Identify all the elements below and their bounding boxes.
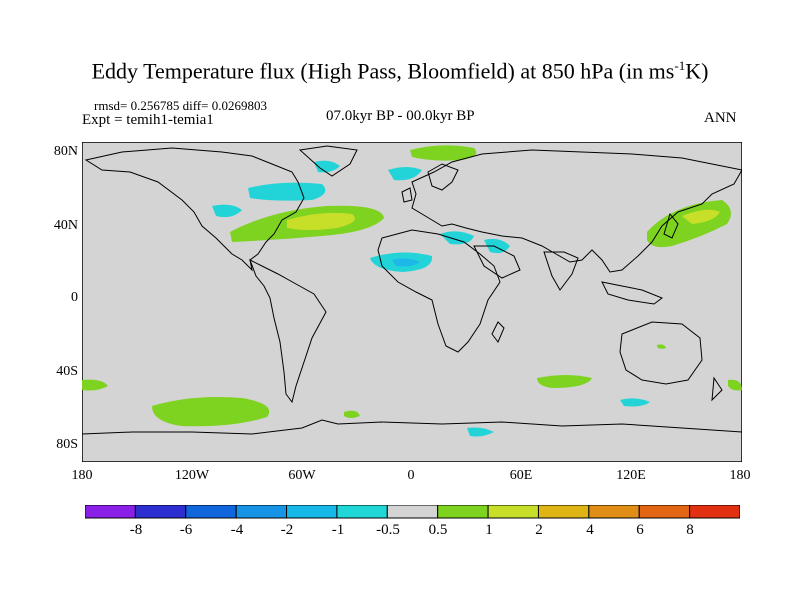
negative-region-west-america bbox=[212, 204, 242, 218]
colorbar-cell bbox=[689, 505, 740, 519]
positive-region-south-pacific bbox=[152, 397, 270, 427]
colorbar-label: -1 bbox=[331, 522, 345, 538]
x-tick-180w: 180 bbox=[71, 468, 93, 483]
positive-region-small-south bbox=[344, 410, 360, 418]
anomaly-contours bbox=[82, 145, 742, 437]
stats-label: rmsd= 0.256785 diff= 0.0269803 bbox=[94, 98, 267, 113]
colorbar-cell bbox=[235, 505, 288, 519]
negative-region-north-america bbox=[248, 182, 326, 201]
colorbar-label: 0.5 bbox=[428, 522, 448, 538]
negative-region-norwegian bbox=[388, 167, 422, 181]
positive-region-arctic bbox=[410, 145, 477, 161]
colorbar-cell bbox=[85, 505, 136, 519]
colorbar-cell bbox=[386, 505, 439, 519]
colorbar-label: 1 bbox=[485, 522, 493, 538]
colorbar-label: -8 bbox=[129, 522, 143, 538]
experiment-label: Expt = temih1-temia1 bbox=[82, 112, 214, 128]
strong-positive-north-pacific bbox=[682, 209, 720, 224]
y-tick-40s: 40S bbox=[56, 364, 78, 379]
colorbar-cell bbox=[286, 505, 338, 519]
colorbar-cell bbox=[588, 505, 640, 519]
positive-region-south-indian bbox=[537, 375, 592, 388]
colorbar-label: -6 bbox=[179, 522, 193, 538]
negative-region-south-ocean bbox=[620, 398, 650, 407]
y-tick-40n: 40N bbox=[53, 218, 78, 233]
y-tick-80s: 80S bbox=[56, 437, 78, 452]
colorbar-cell bbox=[537, 505, 590, 519]
x-tick-180e: 180 bbox=[729, 468, 751, 483]
colorbar-cell bbox=[437, 505, 489, 519]
colorbar-label: -2 bbox=[280, 522, 294, 538]
positive-region-small-australia bbox=[657, 344, 666, 349]
colorbar-label: -4 bbox=[230, 522, 244, 538]
colorbar bbox=[85, 505, 740, 519]
colorbar-label: 6 bbox=[636, 522, 644, 538]
negative-region-middle-east bbox=[440, 231, 474, 245]
x-tick-60w: 60W bbox=[288, 468, 316, 483]
colorbar-cells bbox=[85, 505, 740, 519]
positive-region-west-edge bbox=[82, 379, 108, 391]
colorbar-label: 4 bbox=[586, 522, 594, 538]
season-label: ANN bbox=[704, 110, 737, 126]
negative-region-greenland bbox=[314, 160, 340, 173]
strong-positive-north-atlantic bbox=[287, 212, 355, 230]
colorbar-cell bbox=[134, 505, 187, 519]
positive-region-east-edge bbox=[728, 379, 742, 391]
colorbar-cell bbox=[487, 505, 539, 519]
colorbar-cell bbox=[638, 505, 691, 519]
negative-region-antarctic bbox=[467, 427, 494, 437]
y-tick-80n: 80N bbox=[53, 144, 78, 159]
x-tick-60e: 60E bbox=[509, 468, 533, 483]
world-map-plot bbox=[82, 142, 742, 462]
plot-title: Eddy Temperature flux (High Pass, Bloomf… bbox=[91, 58, 709, 84]
colorbar-label: -0.5 bbox=[376, 522, 400, 538]
x-tick-120w: 120W bbox=[174, 468, 210, 483]
coastlines bbox=[82, 145, 742, 435]
negative-region-arabia bbox=[484, 238, 510, 254]
y-tick-0: 0 bbox=[71, 290, 78, 305]
colorbar-cell bbox=[336, 505, 388, 519]
strong-negative-north-africa bbox=[392, 258, 420, 267]
colorbar-label: 8 bbox=[686, 522, 694, 538]
period-label: 07.0kyr BP - 00.0kyr BP bbox=[326, 108, 475, 124]
x-tick-120e: 120E bbox=[616, 468, 646, 483]
colorbar-label: 2 bbox=[535, 522, 543, 538]
colorbar-cell bbox=[185, 505, 237, 519]
x-tick-0: 0 bbox=[407, 468, 415, 483]
